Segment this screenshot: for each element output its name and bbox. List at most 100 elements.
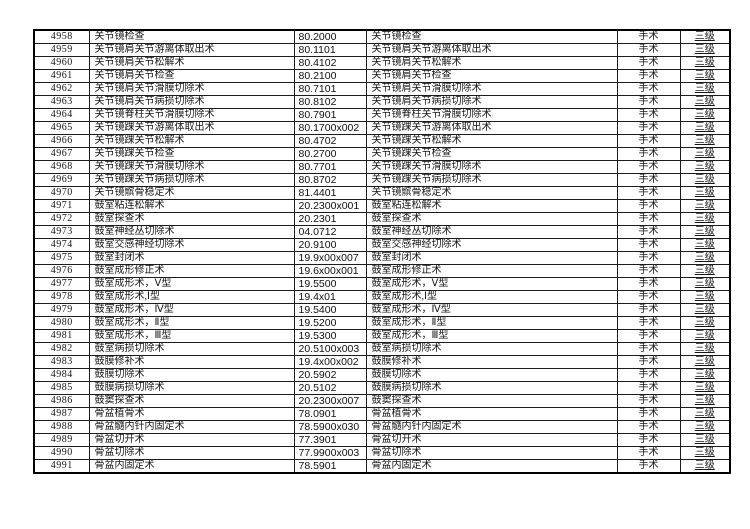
procedure-code-cell: 04.0712: [293, 225, 367, 239]
procedure-name2-cell: 骨盆切除术: [365, 446, 618, 460]
level-text: 三级: [694, 447, 715, 459]
procedure-name-cell: 骨盆切开术: [88, 433, 295, 447]
procedure-name2-cell: 关节镜踝关节检查: [365, 147, 618, 161]
procedure-name-cell: 关节镜检查: [88, 29, 295, 44]
row-number-cell: 4985: [33, 381, 90, 395]
row-number-cell: 4960: [33, 56, 90, 70]
level-cell: 三级: [679, 160, 731, 174]
level-text: 三级: [694, 421, 715, 433]
procedure-name2-cell: 关节镜髌骨稳定术: [365, 186, 618, 200]
row-number-cell: 4984: [33, 368, 90, 382]
level-text: 三级: [694, 226, 715, 238]
procedure-name2-cell: 骨盆内固定术: [365, 459, 618, 474]
table-row: 4958 关节镜检查 80.2000 关节镜检查 手术 三级: [33, 29, 731, 44]
procedure-name2-cell: 关节镜踝关节松解术: [365, 134, 618, 148]
procedure-name2-cell: 鼓膜切除术: [365, 368, 618, 382]
procedure-name2-cell: 关节镜肩关节滑膜切除术: [365, 82, 618, 96]
level-cell: 三级: [679, 173, 731, 187]
procedure-name-cell: 关节镜肩关节检查: [88, 69, 295, 83]
category-cell: 手术: [616, 134, 681, 148]
procedure-name2-cell: 鼓室封闭术: [365, 251, 618, 265]
row-number-cell: 4973: [33, 225, 90, 239]
category-cell: 手术: [616, 433, 681, 447]
level-cell: 三级: [679, 446, 731, 460]
category-cell: 手术: [616, 82, 681, 96]
row-number-cell: 4969: [33, 173, 90, 187]
procedure-code-cell: 19.5300: [293, 329, 367, 343]
procedure-code-cell: 20.5102: [293, 381, 367, 395]
category-cell: 手术: [616, 316, 681, 330]
category-cell: 手术: [616, 108, 681, 122]
row-number-cell: 4975: [33, 251, 90, 265]
category-cell: 手术: [616, 381, 681, 395]
level-cell: 三级: [679, 316, 731, 330]
procedure-name-cell: 鼓膜病损切除术: [88, 381, 295, 395]
category-cell: 手术: [616, 160, 681, 174]
table-row: 4987 骨盆植骨术 78.0901 骨盆植骨术 手术 三级: [33, 407, 731, 421]
level-text: 三级: [694, 57, 715, 69]
table-row: 4978 鼓室成形术,Ⅰ型 19.4x01 鼓室成形术,Ⅰ型 手术 三级: [33, 290, 731, 304]
procedure-name-cell: 鼓窦探查术: [88, 394, 295, 408]
table-row: 4986 鼓窦探查术 20.2300x007 鼓窦探查术 手术 三级: [33, 394, 731, 408]
procedure-name2-cell: 鼓室成形术,Ⅰ型: [365, 290, 618, 304]
level-cell: 三级: [679, 43, 731, 57]
level-text: 三级: [694, 408, 715, 420]
procedure-name-cell: 鼓膜切除术: [88, 368, 295, 382]
level-text: 三级: [694, 343, 715, 355]
procedure-name-cell: 鼓室探查术: [88, 212, 295, 226]
row-number-cell: 4967: [33, 147, 90, 161]
category-cell: 手术: [616, 342, 681, 356]
procedure-name2-cell: 鼓室成形术，Ⅳ型: [365, 303, 618, 317]
level-cell: 三级: [679, 277, 731, 291]
table-row: 4990 骨盆切除术 77.9900x003 骨盆切除术 手术 三级: [33, 446, 731, 460]
table-row: 4968 关节镜踝关节滑膜切除术 80.7701 关节镜踝关节滑膜切除术 手术 …: [33, 160, 731, 174]
level-text: 三级: [694, 460, 715, 471]
level-cell: 三级: [679, 29, 731, 44]
procedure-code-cell: 19.5500: [293, 277, 367, 291]
table-row: 4961 关节镜肩关节检查 80.2100 关节镜肩关节检查 手术 三级: [33, 69, 731, 83]
procedure-code-cell: 20.5902: [293, 368, 367, 382]
level-text: 三级: [694, 109, 715, 121]
level-text: 三级: [694, 265, 715, 277]
row-number-cell: 4987: [33, 407, 90, 421]
procedure-name-cell: 关节镜踝关节松解术: [88, 134, 295, 148]
procedure-name2-cell: 鼓室成形术，Ⅱ型: [365, 316, 618, 330]
level-text: 三级: [694, 278, 715, 290]
table-row: 4984 鼓膜切除术 20.5902 鼓膜切除术 手术 三级: [33, 368, 731, 382]
row-number-cell: 4966: [33, 134, 90, 148]
procedure-name-cell: 骨盆植骨术: [88, 407, 295, 421]
procedure-code-cell: 80.8702: [293, 173, 367, 187]
level-text: 三级: [694, 369, 715, 381]
procedure-name-cell: 关节镜脊柱关节滑膜切除术: [88, 108, 295, 122]
level-cell: 三级: [679, 290, 731, 304]
row-number-cell: 4965: [33, 121, 90, 135]
procedure-code-cell: 19.4x00x002: [293, 355, 367, 369]
category-cell: 手术: [616, 264, 681, 278]
procedure-code-cell: 80.8102: [293, 95, 367, 109]
level-cell: 三级: [679, 225, 731, 239]
category-cell: 手术: [616, 186, 681, 200]
procedure-name-cell: 关节镜髌骨稳定术: [88, 186, 295, 200]
level-text: 三级: [694, 304, 715, 316]
category-cell: 手术: [616, 329, 681, 343]
procedure-code-cell: 80.7101: [293, 82, 367, 96]
category-cell: 手术: [616, 407, 681, 421]
table-row: 4959 关节镜肩关节游离体取出术 80.1101 关节镜肩关节游离体取出术 手…: [33, 43, 731, 57]
level-text: 三级: [694, 213, 715, 225]
level-text: 三级: [694, 148, 715, 160]
procedure-table-container: 4958 关节镜检查 80.2000 关节镜检查 手术 三级 4959 关节镜肩…: [33, 29, 731, 474]
category-cell: 手术: [616, 238, 681, 252]
level-cell: 三级: [679, 134, 731, 148]
level-cell: 三级: [679, 108, 731, 122]
table-row: 4980 鼓室成形术，Ⅱ型 19.5200 鼓室成形术，Ⅱ型 手术 三级: [33, 316, 731, 330]
category-cell: 手术: [616, 251, 681, 265]
category-cell: 手术: [616, 394, 681, 408]
procedure-name2-cell: 鼓室成形术，Ⅴ型: [365, 277, 618, 291]
table-row: 4965 关节镜踝关节游离体取出术 80.1700x002 关节镜踝关节游离体取…: [33, 121, 731, 135]
table-row: 4967 关节镜踝关节检查 80.2700 关节镜踝关节检查 手术 三级: [33, 147, 731, 161]
level-cell: 三级: [679, 433, 731, 447]
procedure-code-cell: 80.7701: [293, 160, 367, 174]
level-text: 三级: [694, 44, 715, 56]
level-cell: 三级: [679, 251, 731, 265]
table-row: 4972 鼓室探查术 20.2301 鼓室探查术 手术 三级: [33, 212, 731, 226]
